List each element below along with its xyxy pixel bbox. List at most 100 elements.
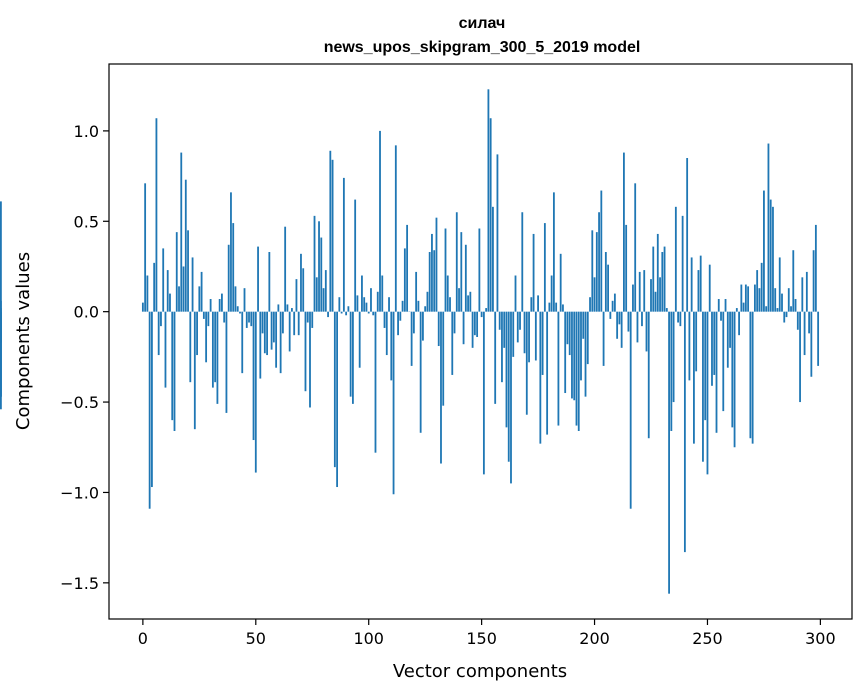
bar-38 (227, 244, 230, 312)
bar-undefined (0, 311, 2, 343)
bar-137 (451, 311, 454, 375)
bar-224 (647, 311, 650, 439)
bar-290 (796, 311, 799, 330)
bar-126 (426, 291, 429, 312)
bar-40 (232, 223, 235, 312)
bar-19 (184, 179, 187, 312)
bar-57 (270, 311, 273, 350)
bar-251 (708, 264, 711, 312)
bar-237 (677, 311, 680, 323)
bar-204 (602, 311, 605, 366)
bar-140 (458, 288, 460, 312)
bar-36 (223, 311, 226, 323)
bar-154 (489, 118, 492, 312)
bar-202 (598, 212, 600, 312)
bar-undefined (0, 201, 2, 312)
bar-245 (695, 311, 698, 372)
bar-291 (799, 311, 801, 403)
bar-86 (336, 311, 338, 488)
bar-167 (519, 311, 521, 330)
bar-273 (758, 288, 761, 312)
bar-214 (625, 224, 628, 312)
bar-108 (385, 311, 388, 356)
bar-29 (207, 311, 210, 327)
bar-144 (467, 295, 469, 312)
bar-212 (620, 311, 623, 348)
bar-60 (277, 304, 280, 312)
bar-87 (338, 297, 341, 312)
bar-15 (175, 232, 178, 312)
bar-246 (697, 270, 700, 312)
bar-209 (613, 293, 616, 312)
bar-194 (580, 311, 582, 381)
bar-294 (805, 271, 808, 312)
x-tick-label-50: 50 (246, 629, 266, 648)
bar-96 (358, 311, 361, 368)
x-tick-label-250: 250 (692, 629, 723, 648)
bar-145 (469, 291, 472, 312)
bar-77 (315, 277, 318, 312)
bar-2 (146, 275, 149, 312)
bar-270 (751, 311, 754, 444)
bar-31 (211, 311, 214, 388)
bar-39 (230, 192, 232, 312)
x-axis-label: Vector components (393, 661, 567, 682)
chart-subtitle: news_upos_skipgram_300_5_2019 model (324, 39, 641, 56)
bar-76 (313, 215, 316, 312)
bar-70 (300, 253, 302, 312)
bar-298 (814, 224, 817, 312)
bar-230 (661, 252, 664, 312)
bar-71 (302, 268, 305, 312)
bar-155 (492, 206, 494, 312)
bar-142 (462, 311, 465, 345)
bar-254 (715, 311, 718, 433)
bar-93 (352, 311, 354, 404)
bar-207 (609, 311, 612, 319)
bar-undefined (0, 311, 2, 397)
bar-149 (478, 228, 481, 312)
bar-101 (370, 288, 372, 312)
bar-8 (160, 311, 162, 327)
bar-69 (297, 311, 300, 336)
bar-35 (221, 293, 223, 312)
bar-163 (510, 311, 512, 484)
bar-239 (681, 215, 684, 312)
bar-217 (632, 284, 634, 312)
bar-115 (401, 300, 404, 312)
bar-186 (562, 304, 564, 312)
bar-139 (455, 212, 458, 312)
bar-240 (683, 311, 686, 553)
bar-286 (787, 288, 790, 312)
bar-220 (638, 271, 641, 312)
bar-247 (699, 255, 702, 312)
bar-41 (234, 286, 237, 312)
bar-192 (575, 311, 578, 426)
bar-14 (173, 311, 176, 431)
bar-210 (616, 311, 619, 339)
bar-233 (668, 311, 670, 594)
bar-16 (178, 286, 180, 312)
bar-131 (437, 311, 440, 347)
bar-261 (731, 311, 734, 428)
bar-177 (541, 311, 544, 375)
bar-47 (248, 311, 250, 323)
bar-78 (318, 221, 320, 312)
bar-52 (259, 311, 262, 379)
bar-201 (595, 232, 598, 312)
bar-88 (340, 311, 343, 314)
y-tick-label-5: 1.0 (74, 122, 99, 141)
bar-235 (672, 311, 675, 403)
bar-241 (686, 158, 689, 312)
bar-102 (372, 311, 375, 316)
bar-157 (496, 154, 499, 312)
bar-107 (383, 311, 386, 328)
bar-72 (304, 311, 307, 392)
bar-113 (397, 311, 399, 336)
bar-280 (774, 288, 777, 312)
bar-32 (214, 311, 217, 383)
bar-183 (555, 302, 558, 312)
bar-225 (650, 279, 652, 312)
bar-120 (412, 311, 415, 334)
bar-206 (607, 264, 609, 312)
bar-99 (365, 302, 368, 312)
